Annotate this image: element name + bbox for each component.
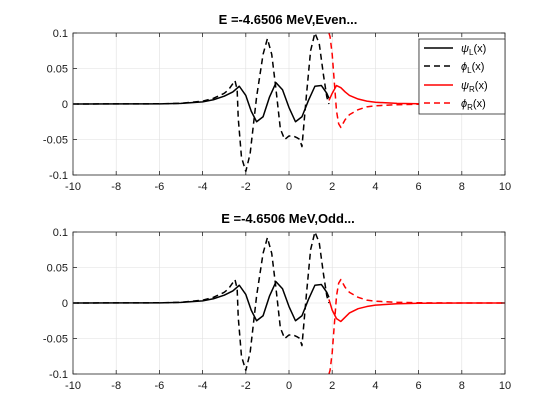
legend-entry-phi-r: ϕR(x) xyxy=(424,98,486,112)
y-tick-label: -0.05 xyxy=(43,135,68,147)
y-tick-label: 0.05 xyxy=(47,64,68,76)
legend-label: ψR(x) xyxy=(461,80,488,94)
y-tick-label: 0.1 xyxy=(53,28,68,40)
subplot-title: E =-4.6506 MeV,Odd... xyxy=(221,211,355,226)
series-group xyxy=(73,232,505,374)
x-tick-label: 4 xyxy=(372,181,378,193)
x-tick-label: -2 xyxy=(241,380,251,392)
y-tick-label: 0 xyxy=(62,99,68,111)
series-line-3 xyxy=(328,278,505,374)
x-tick-label: -2 xyxy=(241,181,251,193)
x-tick-label: -10 xyxy=(65,181,81,193)
x-tick-label: -6 xyxy=(155,380,165,392)
plot-area: -10 -8 -6 -4 -2 0 2 4 6 8 10 -0.1 -0.05 0 0.05 0.1 xyxy=(43,227,511,392)
series-line-3 xyxy=(328,33,505,129)
y-tick-label: 0.05 xyxy=(47,263,68,275)
y-tick-label: -0.1 xyxy=(49,369,68,381)
x-tick-label: 2 xyxy=(329,181,335,193)
x-tick-label: 4 xyxy=(372,380,378,392)
x-tick-label: 6 xyxy=(416,181,422,193)
legend-entry-phi-l: ϕL(x) xyxy=(424,61,484,75)
x-tick-label: -10 xyxy=(65,380,81,392)
legend-entry-psi-r: ψR(x) xyxy=(424,80,488,94)
x-tick-label: 10 xyxy=(499,181,511,193)
x-tick-label: 0 xyxy=(286,181,292,193)
x-tick-label: -8 xyxy=(111,181,121,193)
legend-label: ϕL(x) xyxy=(461,61,484,75)
legend-label: ϕR(x) xyxy=(461,98,486,112)
x-tick-label: -4 xyxy=(198,380,208,392)
y-tick-label: 0.1 xyxy=(53,227,68,239)
series-line-1 xyxy=(73,33,330,173)
x-tick-label: 0 xyxy=(286,380,292,392)
series-line-0 xyxy=(73,81,330,123)
y-tick-label: -0.1 xyxy=(49,170,68,182)
x-tick-label: 10 xyxy=(499,380,511,392)
x-tick-label: -4 xyxy=(198,181,208,193)
y-tick-label: -0.05 xyxy=(43,334,68,346)
x-tick-label: 8 xyxy=(459,181,465,193)
subplot-odd: E =-4.6506 MeV,Odd... -10 -8 -6 -4 -2 0 2 4 6 8 10… xyxy=(43,211,511,392)
x-tick-label: -8 xyxy=(111,380,121,392)
series-line-0 xyxy=(73,280,330,322)
x-tick-label: 6 xyxy=(416,380,422,392)
series-line-1 xyxy=(73,232,330,372)
legend: ψL(x) ϕL(x) ψR(x) ϕR(x) xyxy=(418,38,506,115)
subplot-title: E =-4.6506 MeV,Even... xyxy=(219,12,358,27)
legend-label: ψL(x) xyxy=(461,43,486,57)
legend-box xyxy=(418,38,506,115)
y-tick-label: 0 xyxy=(62,298,68,310)
x-tick-label: 2 xyxy=(329,380,335,392)
x-tick-label: 8 xyxy=(459,380,465,392)
x-tick-label: -6 xyxy=(155,181,165,193)
legend-entry-psi-l: ψL(x) xyxy=(424,43,486,57)
subplot-even: E =-4.6506 MeV,Even... -10 -8 -6 -4 -2 0 2 4 6 8 1… xyxy=(43,12,511,193)
